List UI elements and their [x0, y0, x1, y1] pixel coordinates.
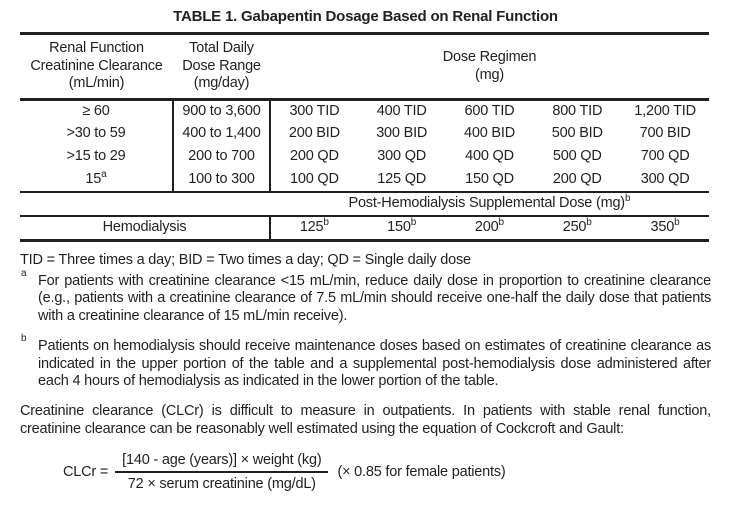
post-hemodialysis-header-row: Post-Hemodialysis Supplemental Dose (mg)… — [20, 190, 709, 217]
hemodialysis-row: Hemodialysis 125b 150b 200b 250b 350b — [20, 215, 709, 242]
header-dose-regimen: Dose Regimen (mg) — [270, 32, 709, 101]
abbreviation-note: TID = Three times a day; BID = Two times… — [20, 252, 471, 268]
dose-range-cell: 900 to 3,600 — [173, 99, 271, 123]
footnote-ref-b: b — [323, 217, 329, 229]
dose-cell: 800 TID — [552, 102, 603, 119]
dose-cell: 150b — [357, 215, 446, 242]
formula-lhs: CLCr = — [63, 464, 109, 481]
header-line: (mg/day) — [193, 75, 250, 92]
formula-suffix: (× 0.85 for female patients) — [337, 464, 506, 481]
dose-cell: 1,200 TID — [634, 102, 696, 119]
dose-cell: 125b — [270, 215, 358, 242]
post-hemodialysis-label-cell: Post-Hemodialysis Supplemental Dose (mg)… — [270, 190, 709, 217]
table-row-clearance-60: ≥ 60 900 to 3,600 300 TID 400 TID 600 TI… — [20, 99, 709, 123]
dose-cell: 350b — [621, 215, 709, 242]
dose-cell: 400 BID — [463, 125, 515, 142]
dose-cell: 300 QD — [640, 170, 690, 187]
dose-cell: 400 QD — [465, 148, 514, 165]
formula-denominator: 72 × serum creatinine (mg/dL) — [127, 476, 316, 493]
clcr-paragraph: Creatinine clearance (CLCr) is difficult… — [20, 403, 711, 437]
dose-cell: 500 BID — [551, 125, 603, 142]
table-row-clearance-30-59: >30 to 59 400 to 1,400 200 BID 300 BID 4… — [20, 122, 709, 146]
cockcroft-gault-formula: CLCr = [140 - age (years)] × weight (kg)… — [63, 452, 711, 492]
dose-cell: 300 BID — [376, 125, 428, 142]
clearance-value: 15 — [85, 170, 102, 187]
header-creatinine-clearance: Renal Function Creatinine Clearance (mL/… — [20, 32, 173, 101]
dose-value: 200 — [474, 218, 499, 235]
dose-cell: 500 QD — [552, 148, 602, 165]
dose-cell: 125 QD — [377, 170, 427, 187]
dose-cell: 700 BID — [639, 125, 691, 142]
clearance-cell: 15a — [20, 168, 174, 192]
footnote-ref-a: a — [101, 168, 107, 180]
footnote-b: b Patients on hemodialysis should receiv… — [21, 333, 711, 389]
dose-cell: 300 TID — [289, 102, 340, 119]
table-row-clearance-15: 15a 100 to 300 100 QD 125 QD 150 QD 200 … — [20, 168, 709, 192]
header-line: (mL/min) — [68, 75, 125, 92]
hemodialysis-label-cell: Hemodialysis — [20, 215, 271, 242]
table-row-clearance-15-29: >15 to 29 200 to 700 200 QD 300 QD 400 Q… — [20, 145, 709, 169]
footnote-a: a For patients with creatinine clearance… — [21, 268, 711, 324]
footnote-a-text: For patients with creatinine clearance <… — [38, 273, 711, 324]
footnote-ref-b: b — [410, 217, 417, 229]
dose-cell: 600 TID — [464, 102, 515, 119]
formula-fraction: [140 - age (years)] × weight (kg) 72 × s… — [115, 452, 329, 493]
header-line: Total Daily — [189, 39, 254, 56]
clearance-cell: >15 to 29 — [20, 145, 174, 169]
dose-value: 250 — [562, 218, 587, 235]
dose-range-cell: 200 to 700 — [173, 145, 271, 169]
dose-cell: 300 QD — [377, 148, 427, 165]
footnote-ref-b: b — [674, 217, 680, 229]
clearance-cell: ≥ 60 — [20, 99, 174, 123]
formula-numerator: [140 - age (years)] × weight (kg) — [115, 452, 329, 474]
table-title: TABLE 1. Gabapentin Dosage Based on Rena… — [173, 8, 558, 25]
table-header-row: Renal Function Creatinine Clearance (mL/… — [20, 32, 709, 101]
dose-cell: 200 BID — [288, 125, 340, 142]
dose-cell: 700 QD — [640, 148, 690, 165]
header-line: Dose Range — [182, 57, 261, 74]
dose-range-cell: 400 to 1,400 — [173, 122, 271, 146]
dose-cell: 200 QD — [552, 170, 602, 187]
header-line: Renal Function — [49, 39, 144, 56]
header-line: (mg) — [474, 66, 504, 83]
header-line: Creatinine Clearance — [30, 57, 163, 74]
gabapentin-dosage-table: Renal Function Creatinine Clearance (mL/… — [20, 32, 709, 242]
dose-cell: 200 QD — [290, 148, 339, 165]
clearance-cell: >30 to 59 — [20, 122, 174, 146]
dose-value: 125 — [299, 218, 324, 235]
dose-range-cell: 100 to 300 — [173, 168, 271, 192]
footnote-ref-b: b — [624, 192, 631, 204]
dose-cell: 200b — [445, 215, 534, 242]
empty-cell — [20, 190, 270, 217]
dose-cell: 250b — [533, 215, 622, 242]
header-total-daily-dose-range: Total Daily Dose Range (mg/day) — [173, 32, 270, 101]
dose-cell: 100 QD — [290, 170, 339, 187]
footnote-ref-b: b — [498, 217, 505, 229]
header-line: Dose Regimen — [442, 48, 537, 65]
document-page: TABLE 1. Gabapentin Dosage Based on Rena… — [20, 8, 711, 492]
dose-value: 350 — [650, 218, 675, 235]
dose-cell: 400 TID — [376, 102, 427, 119]
dose-value: 150 — [387, 218, 411, 235]
footnote-ref-b: b — [586, 217, 592, 229]
dose-cell: 150 QD — [465, 170, 514, 187]
footnote-b-text: Patients on hemodialysis should receive … — [38, 338, 711, 389]
post-hemodialysis-label: Post-Hemodialysis Supplemental Dose (mg) — [348, 194, 625, 211]
